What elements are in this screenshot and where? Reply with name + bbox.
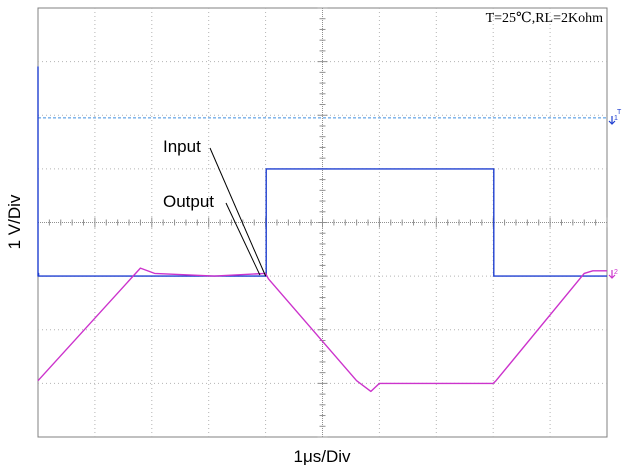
channel1-marker-arrow [608,116,616,125]
grid [37,7,608,438]
annotation-output: Output [163,192,214,211]
annotation-leader-output [225,202,261,276]
annotation-leader-input [209,147,267,277]
annotations: Input Output 1T 2 [163,109,622,279]
chart-title: T=25℃,RL=2Kohm [486,11,604,26]
output-trace [37,267,607,393]
channel2-marker-label: 2 [614,269,618,276]
traces [37,66,607,393]
annotation-input: Input [163,137,201,156]
x-axis-label: 1μs/Div [293,447,351,466]
channel1-marker-label: 1 [614,115,618,122]
trigger-marker-label: T [617,109,622,116]
input-trace [37,66,607,277]
y-axis-label: 1 V/Div [5,194,24,249]
channel2-marker-arrow [608,270,616,279]
